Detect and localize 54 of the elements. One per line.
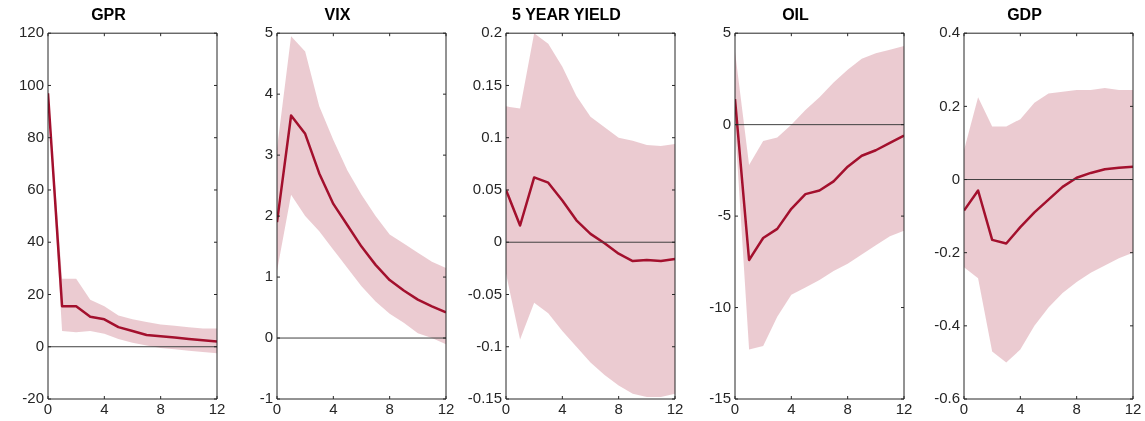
y-tick-label: -0.6 (934, 389, 960, 407)
x-tick-label: 4 (787, 400, 796, 418)
y-tick-label: 5 (264, 23, 273, 41)
chart-title: GPR (91, 6, 127, 24)
y-tick-label: -0.15 (467, 389, 502, 407)
y-tick-label: 0.05 (472, 180, 502, 198)
y-tick-label: 0 (264, 328, 273, 346)
y-tick-label: 1 (264, 267, 273, 285)
y-tick-label: 4 (264, 84, 273, 102)
y-tick-label: 0 (951, 169, 960, 187)
x-tick-label: 12 (1124, 400, 1142, 418)
y-tick-label: 80 (27, 127, 44, 145)
x-tick-label: 8 (843, 400, 852, 418)
y-tick-label: 0.1 (481, 127, 502, 145)
y-tick-label: 0.15 (472, 75, 502, 93)
chart-title: 5 YEAR YIELD (512, 6, 621, 24)
y-tick-label: 120 (18, 23, 44, 41)
y-tick-label: 2 (264, 206, 273, 224)
y-tick-label: 0 (722, 114, 731, 132)
x-tick-label: 12 (666, 400, 684, 418)
y-tick-label: -10 (709, 297, 731, 315)
y-tick-label: -0.2 (934, 242, 960, 260)
y-tick-label: -0.4 (934, 315, 960, 333)
x-tick-label: 8 (1072, 400, 1081, 418)
y-tick-label: 5 (722, 23, 731, 41)
x-tick-label: 4 (1016, 400, 1025, 418)
chart-title: GDP (1007, 6, 1043, 24)
y-tick-label: 0.2 (481, 23, 502, 41)
y-tick-label: 40 (27, 232, 44, 250)
x-tick-label: 4 (329, 400, 338, 418)
y-tick-label: 60 (27, 180, 44, 198)
chart-title: VIX (324, 6, 351, 24)
y-tick-label: -0.1 (476, 336, 502, 354)
y-tick-label: -15 (709, 389, 731, 407)
x-tick-label: 4 (558, 400, 567, 418)
x-tick-label: 8 (614, 400, 623, 418)
x-tick-label: 4 (100, 400, 109, 418)
y-tick-label: 0 (493, 232, 502, 250)
x-tick-label: 8 (156, 400, 165, 418)
y-tick-label: 0.4 (939, 23, 960, 41)
y-tick-label: 3 (264, 145, 273, 163)
y-tick-label: -5 (717, 206, 731, 224)
y-tick-label: 0.2 (939, 96, 960, 114)
y-tick-label: -1 (259, 389, 273, 407)
chart-title: OIL (782, 6, 810, 24)
x-tick-label: 12 (895, 400, 913, 418)
y-tick-label: 20 (27, 284, 44, 302)
y-tick-label: 0 (35, 336, 44, 354)
x-tick-label: 12 (208, 400, 226, 418)
x-tick-label: 12 (437, 400, 455, 418)
x-tick-label: 8 (385, 400, 394, 418)
y-tick-label: -20 (22, 389, 44, 407)
y-tick-label: -0.05 (467, 284, 502, 302)
y-tick-label: 100 (18, 75, 44, 93)
